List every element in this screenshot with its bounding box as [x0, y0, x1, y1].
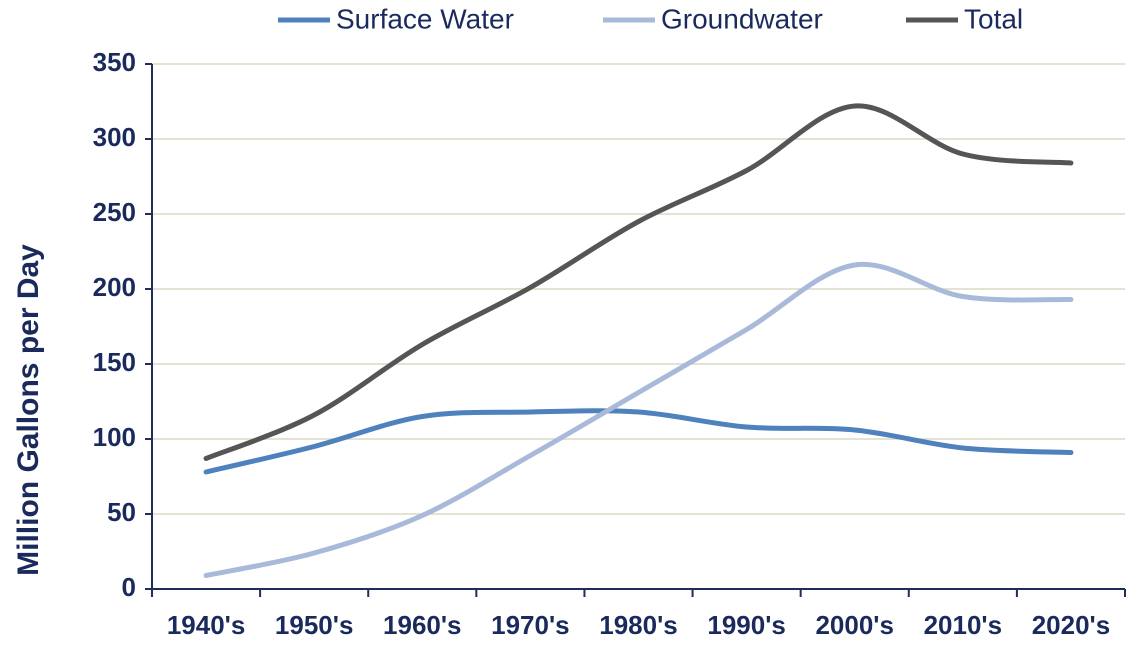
legend-label: Total	[964, 3, 1023, 34]
y-tick-label: 200	[93, 272, 136, 302]
x-tick-label: 1950's	[275, 610, 353, 640]
x-tick-label: 1960's	[383, 610, 461, 640]
y-tick-label: 250	[93, 197, 136, 227]
y-tick-label: 350	[93, 47, 136, 77]
y-tick-label: 0	[122, 572, 136, 602]
x-tick-label: 2010's	[924, 610, 1002, 640]
x-tick-label: 1980's	[599, 610, 677, 640]
legend-label: Groundwater	[661, 3, 823, 34]
y-tick-label: 50	[107, 497, 136, 527]
series-line	[203, 261, 1074, 578]
y-tick-label: 300	[93, 122, 136, 152]
x-tick-label: 2000's	[815, 610, 893, 640]
y-tick-label: 100	[93, 422, 136, 452]
series-line	[203, 103, 1074, 461]
x-tick-label: 1970's	[491, 610, 569, 640]
x-tick-label: 2020's	[1032, 610, 1110, 640]
y-axis-label: Million Gallons per Day	[12, 244, 45, 576]
x-tick-label: 1940's	[167, 610, 245, 640]
y-tick-label: 150	[93, 347, 136, 377]
legend-label: Surface Water	[336, 3, 514, 34]
series-line	[203, 408, 1074, 475]
x-tick-label: 1990's	[707, 610, 785, 640]
